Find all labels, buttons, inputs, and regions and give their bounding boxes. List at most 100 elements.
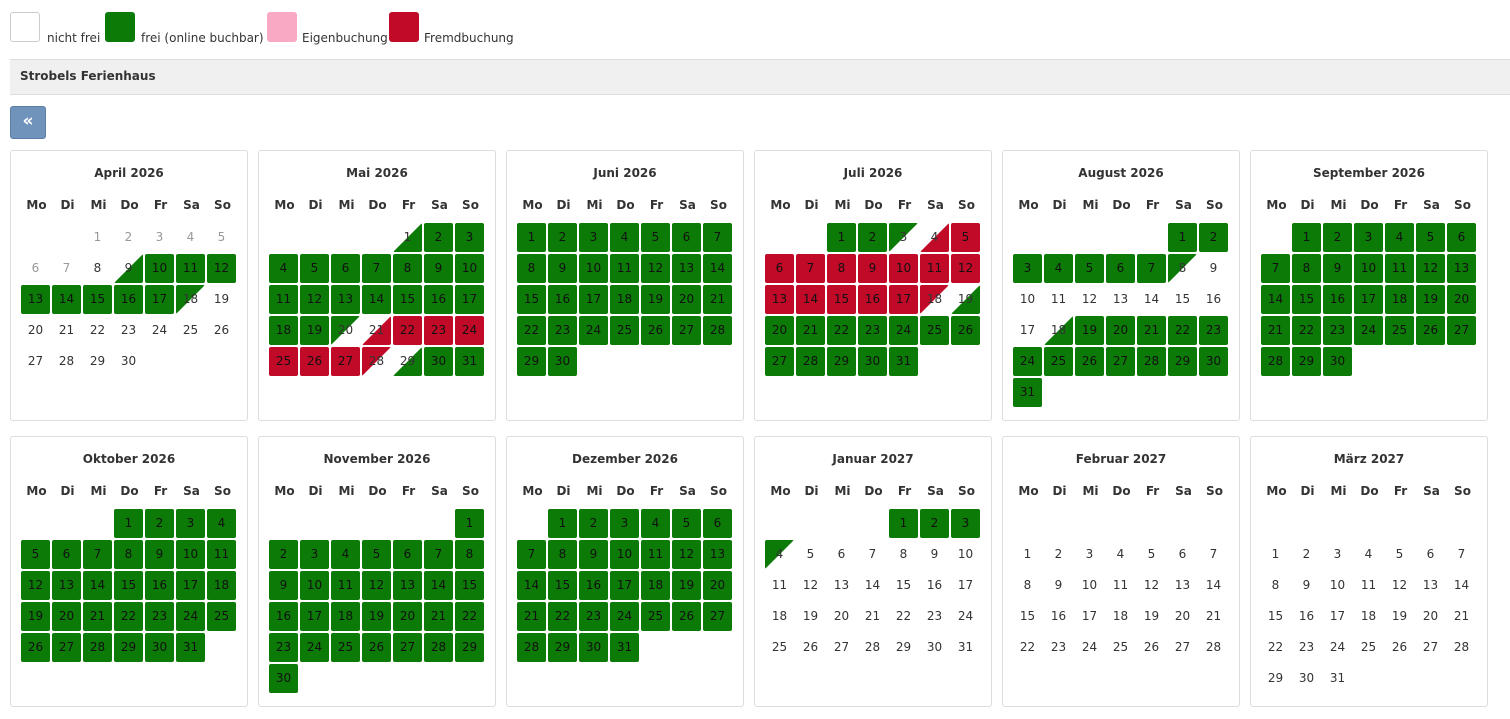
calendar-day[interactable]: 10	[1329, 578, 1346, 592]
calendar-day[interactable]: 18	[771, 609, 788, 623]
calendar-day[interactable]: 12	[1081, 292, 1098, 306]
calendar-day[interactable]: 14	[796, 285, 825, 314]
calendar-day[interactable]: 10	[1354, 254, 1383, 283]
calendar-day[interactable]: 9	[424, 254, 453, 283]
calendar-day[interactable]: 31	[889, 347, 918, 376]
calendar-day[interactable]: 29	[114, 633, 143, 662]
calendar-day[interactable]: 13	[21, 285, 50, 314]
calendar-day[interactable]: 7	[1137, 254, 1166, 283]
calendar-day[interactable]: 24	[889, 316, 918, 345]
calendar-day[interactable]: 24	[610, 602, 639, 631]
calendar-day[interactable]: 19	[300, 316, 329, 345]
calendar-day[interactable]: 7	[868, 547, 877, 561]
calendar-day[interactable]: 26	[672, 602, 701, 631]
calendar-day[interactable]: 12	[1391, 578, 1408, 592]
calendar-day[interactable]: 16	[858, 285, 887, 314]
calendar-day[interactable]: 11	[207, 540, 236, 569]
calendar-day[interactable]: 26	[1391, 640, 1408, 654]
calendar-day[interactable]: 11	[610, 254, 639, 283]
calendar-day[interactable]: 17	[1081, 609, 1098, 623]
calendar-day[interactable]: 31	[610, 633, 639, 662]
calendar-day[interactable]: 29	[1168, 347, 1197, 376]
calendar-day[interactable]: 20	[703, 571, 732, 600]
calendar-day[interactable]: 16	[579, 571, 608, 600]
calendar-day[interactable]: 23	[1298, 640, 1315, 654]
calendar-day[interactable]: 26	[1075, 347, 1104, 376]
calendar-day[interactable]: 25	[641, 602, 670, 631]
calendar-day[interactable]: 7	[1261, 254, 1290, 283]
calendar-day[interactable]: 20	[833, 609, 850, 623]
calendar-day[interactable]: 6	[1447, 223, 1476, 252]
calendar-day[interactable]: 2	[579, 509, 608, 538]
calendar-day[interactable]: 2	[269, 540, 298, 569]
calendar-day[interactable]: 4	[920, 223, 949, 252]
calendar-day[interactable]: 31	[455, 347, 484, 376]
calendar-day[interactable]: 1	[1271, 547, 1280, 561]
calendar-day[interactable]: 15	[1292, 285, 1321, 314]
calendar-day[interactable]: 4	[610, 223, 639, 252]
calendar-day[interactable]: 4	[1044, 254, 1073, 283]
calendar-day[interactable]: 14	[1453, 578, 1470, 592]
calendar-day[interactable]: 5	[1075, 254, 1104, 283]
calendar-day[interactable]: 17	[455, 285, 484, 314]
calendar-day[interactable]: 5	[1395, 547, 1404, 561]
calendar-day[interactable]: 7	[517, 540, 546, 569]
calendar-day[interactable]: 14	[52, 285, 81, 314]
calendar-day[interactable]: 27	[393, 633, 422, 662]
calendar-day[interactable]: 25	[1385, 316, 1414, 345]
calendar-day[interactable]: 15	[393, 285, 422, 314]
calendar-day[interactable]: 12	[21, 571, 50, 600]
calendar-day[interactable]: 15	[548, 571, 577, 600]
calendar-day[interactable]: 11	[1360, 578, 1377, 592]
calendar-day[interactable]: 16	[1323, 285, 1352, 314]
calendar-day[interactable]: 9	[858, 254, 887, 283]
calendar-day[interactable]: 29	[393, 347, 422, 376]
calendar-day[interactable]: 14	[83, 571, 112, 600]
calendar-day[interactable]: 18	[641, 571, 670, 600]
calendar-day[interactable]: 6	[1426, 547, 1435, 561]
calendar-day[interactable]: 6	[837, 547, 846, 561]
calendar-day[interactable]: 9	[1054, 578, 1063, 592]
calendar-day[interactable]: 25	[1112, 640, 1129, 654]
calendar-day[interactable]: 2	[424, 223, 453, 252]
calendar-day[interactable]: 10	[455, 254, 484, 283]
calendar-day[interactable]: 6	[765, 254, 794, 283]
calendar-day[interactable]: 13	[1112, 292, 1129, 306]
calendar-day[interactable]: 28	[58, 354, 75, 368]
calendar-day[interactable]: 27	[331, 347, 360, 376]
calendar-day[interactable]: 19	[641, 285, 670, 314]
calendar-day[interactable]: 7	[703, 223, 732, 252]
calendar-day[interactable]: 7	[1209, 547, 1218, 561]
calendar-day[interactable]: 26	[21, 633, 50, 662]
calendar-day[interactable]: 3	[951, 509, 980, 538]
calendar-day[interactable]: 20	[672, 285, 701, 314]
calendar-day[interactable]: 13	[52, 571, 81, 600]
calendar-day[interactable]: 23	[120, 323, 137, 337]
calendar-day[interactable]: 8	[827, 254, 856, 283]
calendar-day[interactable]: 28	[1261, 347, 1290, 376]
calendar-day[interactable]: 3	[1333, 547, 1342, 561]
calendar-day[interactable]: 20	[1106, 316, 1135, 345]
calendar-day[interactable]: 4	[269, 254, 298, 283]
calendar-day[interactable]: 25	[182, 323, 199, 337]
calendar-day[interactable]: 4	[331, 540, 360, 569]
calendar-day[interactable]: 24	[151, 323, 168, 337]
calendar-day[interactable]: 29	[895, 640, 912, 654]
calendar-day[interactable]: 19	[1075, 316, 1104, 345]
calendar-day[interactable]: 22	[827, 316, 856, 345]
calendar-day[interactable]: 29	[548, 633, 577, 662]
calendar-day[interactable]: 20	[1422, 609, 1439, 623]
calendar-day[interactable]: 8	[114, 540, 143, 569]
calendar-day[interactable]: 13	[833, 578, 850, 592]
calendar-day[interactable]: 25	[771, 640, 788, 654]
calendar-day[interactable]: 29	[827, 347, 856, 376]
calendar-day[interactable]: 30	[424, 347, 453, 376]
calendar-day[interactable]: 19	[672, 571, 701, 600]
calendar-day[interactable]: 25	[1360, 640, 1377, 654]
calendar-day[interactable]: 14	[517, 571, 546, 600]
calendar-day[interactable]: 12	[1416, 254, 1445, 283]
calendar-day[interactable]: 12	[300, 285, 329, 314]
calendar-day[interactable]: 1	[393, 223, 422, 252]
calendar-day[interactable]: 23	[424, 316, 453, 345]
calendar-day[interactable]: 11	[331, 571, 360, 600]
